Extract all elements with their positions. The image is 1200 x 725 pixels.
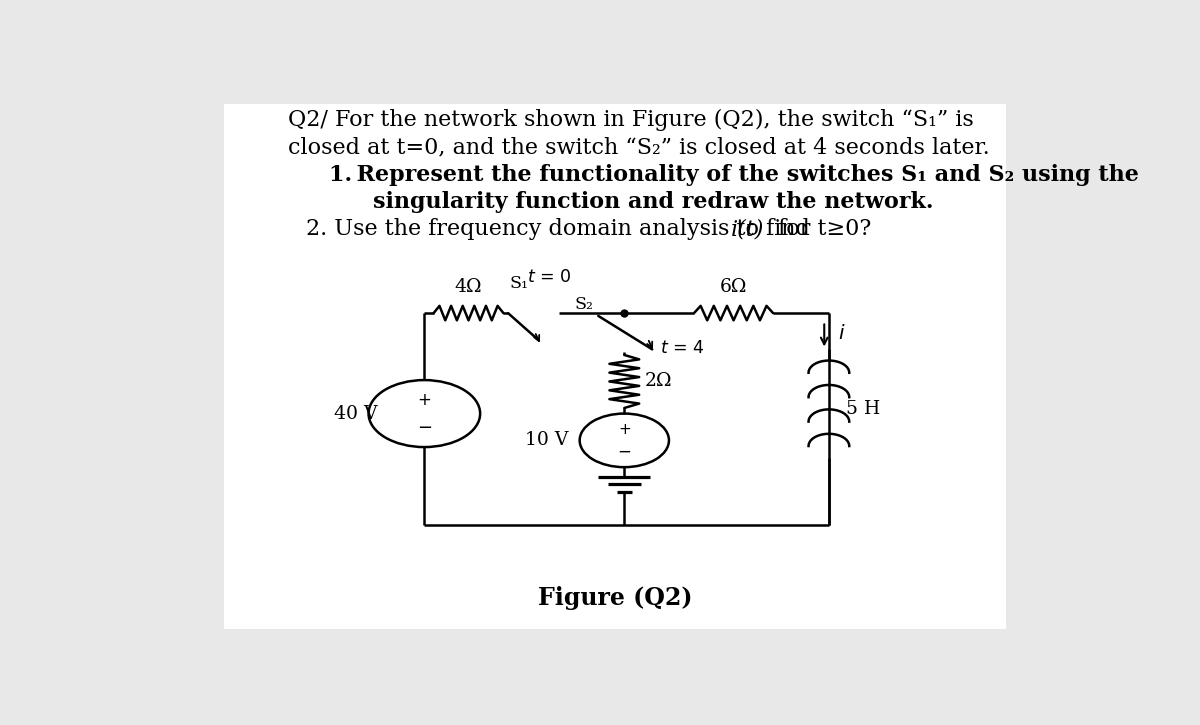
Text: 4Ω: 4Ω bbox=[455, 278, 482, 297]
Text: 2Ω: 2Ω bbox=[644, 373, 672, 391]
Text: S₂: S₂ bbox=[575, 296, 594, 313]
Text: +: + bbox=[418, 391, 431, 408]
Text: 10 V: 10 V bbox=[526, 431, 569, 450]
Text: 1. Represent the functionality of the switches S₁ and S₂ using the: 1. Represent the functionality of the sw… bbox=[329, 164, 1139, 186]
Text: S₁: S₁ bbox=[510, 275, 529, 292]
Text: $i$: $i$ bbox=[839, 324, 846, 343]
Text: i(t): i(t) bbox=[731, 218, 764, 240]
Text: −: − bbox=[617, 443, 631, 460]
Text: 2. Use the frequency domain analysis to find: 2. Use the frequency domain analysis to … bbox=[306, 218, 817, 240]
Text: 6Ω: 6Ω bbox=[720, 278, 748, 297]
Text: 5 H: 5 H bbox=[846, 400, 880, 418]
Text: 40 V: 40 V bbox=[335, 405, 378, 423]
Text: −: − bbox=[416, 418, 432, 436]
Text: Figure (Q2): Figure (Q2) bbox=[538, 586, 692, 610]
Text: Q2/ For the network shown in Figure (Q2), the switch “S₁” is: Q2/ For the network shown in Figure (Q2)… bbox=[288, 109, 973, 131]
FancyBboxPatch shape bbox=[224, 104, 1006, 629]
Text: +: + bbox=[618, 422, 631, 436]
Text: $t$ = 4: $t$ = 4 bbox=[660, 339, 704, 357]
Text: closed at t=0, and the switch “S₂” is closed at 4 seconds later.: closed at t=0, and the switch “S₂” is cl… bbox=[288, 136, 989, 158]
Text: $t$ = 0: $t$ = 0 bbox=[527, 268, 571, 286]
Text: for t≥0?: for t≥0? bbox=[772, 218, 871, 240]
Text: singularity function and redraw the network.: singularity function and redraw the netw… bbox=[373, 191, 934, 213]
